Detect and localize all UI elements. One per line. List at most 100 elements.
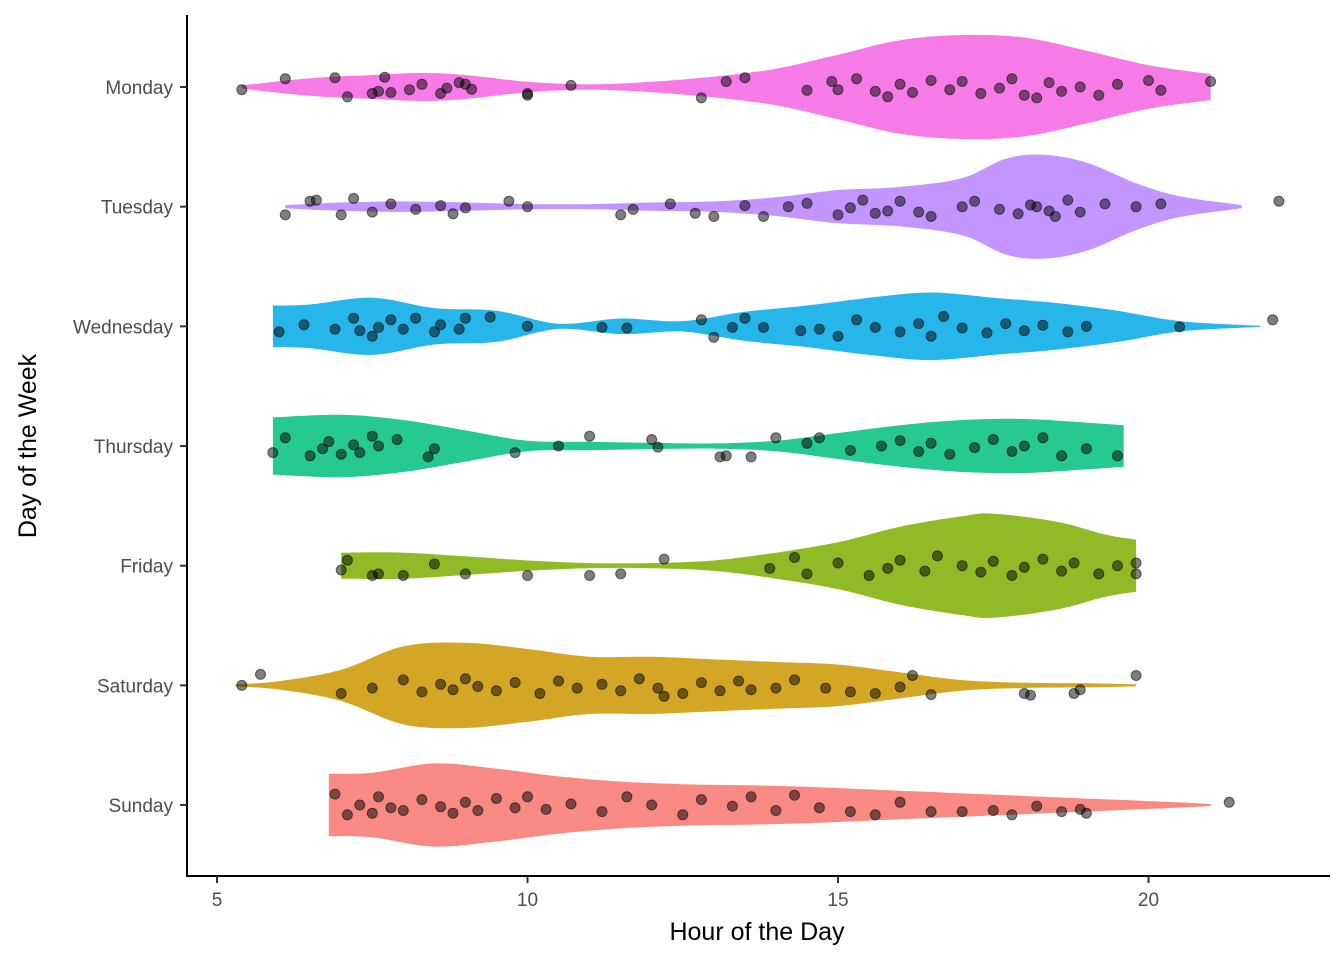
point-sunday-25	[789, 789, 800, 801]
point-tuesday-15	[664, 198, 676, 210]
point-thursday-7	[354, 447, 366, 459]
point-tuesday-43	[1273, 195, 1285, 207]
point-monday-36	[1031, 92, 1043, 104]
point-friday-10	[658, 553, 670, 565]
point-thursday-4	[323, 436, 335, 448]
point-monday-39	[1074, 81, 1086, 93]
point-friday-26	[1056, 565, 1068, 577]
y-axis-title: Day of the Week	[14, 353, 42, 538]
point-sunday-16	[565, 798, 577, 810]
point-friday-22	[987, 555, 999, 567]
point-wednesday-2	[329, 323, 341, 335]
point-monday-31	[956, 76, 968, 87]
point-tuesday-38	[1062, 194, 1074, 206]
point-wednesday-26	[851, 314, 863, 326]
point-wednesday-9	[410, 312, 422, 324]
point-thursday-20	[745, 451, 757, 463]
point-friday-6	[459, 568, 471, 580]
point-tuesday-2	[310, 194, 322, 206]
point-thursday-11	[422, 451, 434, 463]
point-tuesday-41	[1130, 201, 1142, 213]
point-sunday-37	[1080, 807, 1092, 819]
point-sunday-13	[509, 802, 521, 814]
y-axis-ticks: Monday Tuesday Wednesday Thursday Friday Satu…	[73, 78, 187, 817]
point-monday-41	[1112, 78, 1123, 90]
point-tuesday-32	[994, 203, 1005, 215]
point-friday-12	[789, 552, 800, 563]
point-sunday-0	[329, 788, 341, 800]
point-saturday-5	[416, 686, 428, 698]
point-tuesday-35	[1031, 201, 1043, 213]
point-saturday-23	[733, 675, 745, 687]
point-monday-42	[1143, 75, 1154, 86]
point-saturday-4	[397, 674, 409, 686]
point-tuesday-17	[708, 211, 720, 222]
point-friday-3	[373, 568, 384, 580]
y-tick-label-monday: Monday	[105, 78, 173, 99]
y-tick-label-thursday: Thursday	[94, 437, 174, 458]
point-saturday-7	[447, 684, 459, 696]
point-sunday-18	[621, 791, 633, 803]
point-saturday-10	[490, 685, 502, 697]
x-tick-label-20: 20	[1138, 890, 1159, 911]
point-tuesday-10	[459, 202, 471, 214]
point-sunday-6	[397, 805, 409, 816]
point-friday-0	[335, 564, 347, 576]
point-friday-23	[1006, 570, 1018, 581]
point-monday-24	[851, 73, 863, 85]
point-wednesday-29	[913, 318, 925, 330]
point-tuesday-26	[882, 205, 894, 217]
point-friday-1	[341, 554, 353, 566]
point-wednesday-24	[813, 323, 825, 335]
point-friday-29	[1112, 560, 1123, 572]
point-wednesday-12	[453, 323, 465, 335]
point-saturday-36	[1074, 684, 1086, 696]
violin-layer	[235, 34, 1261, 847]
point-thursday-25	[876, 440, 887, 452]
point-tuesday-31	[969, 195, 981, 207]
point-saturday-20	[677, 688, 689, 699]
point-friday-28	[1093, 568, 1105, 580]
point-friday-11	[764, 562, 776, 574]
point-friday-16	[882, 562, 894, 574]
point-sunday-10	[459, 796, 471, 808]
point-thursday-2	[304, 450, 316, 462]
point-thursday-34	[1037, 432, 1049, 444]
point-tuesday-42	[1155, 198, 1167, 210]
point-tuesday-13	[615, 209, 627, 221]
point-friday-31	[1130, 557, 1142, 569]
point-wednesday-27	[869, 321, 881, 333]
x-tick-label-10: 10	[517, 890, 538, 911]
point-thursday-8	[366, 430, 378, 442]
point-sunday-20	[677, 809, 689, 821]
point-friday-20	[956, 560, 968, 572]
point-tuesday-19	[758, 211, 769, 222]
point-thursday-3	[317, 443, 329, 455]
point-thursday-1	[279, 432, 291, 444]
point-monday-22	[826, 76, 838, 87]
point-saturday-2	[335, 688, 347, 699]
point-wednesday-22	[758, 321, 769, 333]
point-monday-30	[944, 84, 956, 96]
point-tuesday-29	[925, 211, 937, 222]
point-wednesday-6	[373, 321, 384, 333]
point-monday-3	[341, 91, 353, 103]
point-thursday-16	[646, 434, 658, 445]
point-friday-14	[832, 557, 844, 569]
point-sunday-28	[869, 809, 881, 821]
point-thursday-0	[267, 447, 279, 459]
point-saturday-0	[236, 679, 248, 691]
point-sunday-35	[1056, 806, 1068, 818]
point-wednesday-0	[273, 326, 285, 338]
point-saturday-9	[472, 680, 484, 692]
point-thursday-14	[553, 440, 564, 452]
point-sunday-23	[745, 791, 757, 803]
point-tuesday-4	[348, 193, 360, 204]
point-thursday-28	[925, 437, 937, 449]
point-thursday-21	[770, 432, 782, 444]
point-thursday-6	[348, 439, 360, 451]
point-sunday-7	[416, 794, 428, 806]
point-wednesday-39	[1174, 321, 1186, 333]
point-tuesday-5	[366, 206, 378, 218]
point-tuesday-20	[782, 201, 794, 213]
